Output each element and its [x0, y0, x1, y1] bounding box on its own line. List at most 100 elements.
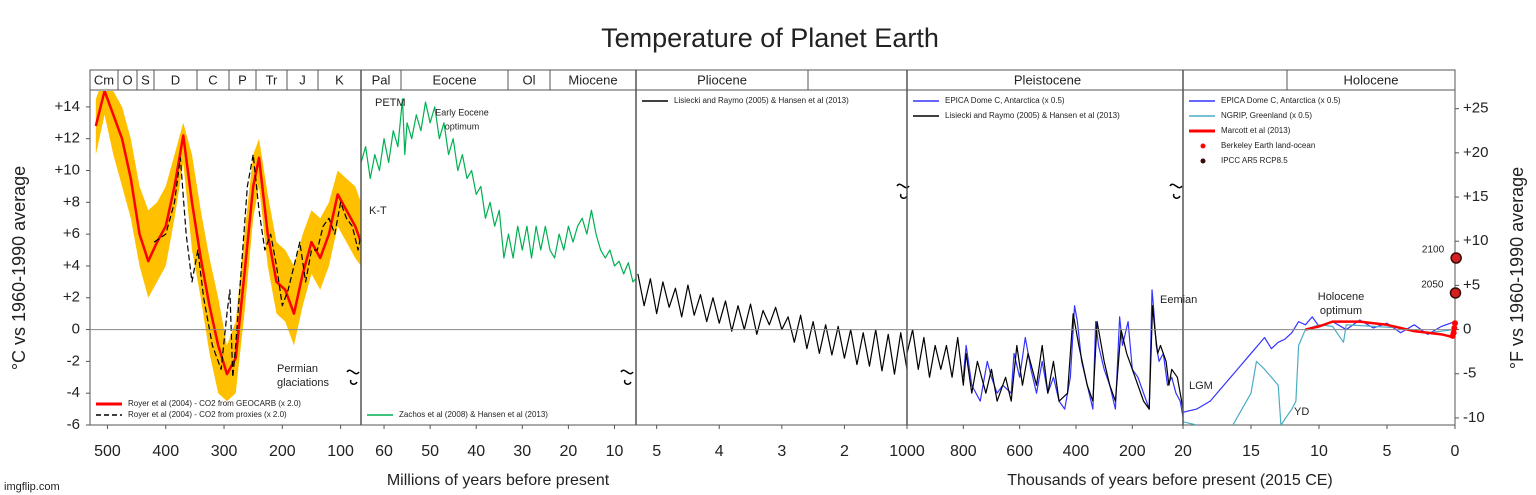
- period-label: Cm: [94, 72, 114, 87]
- panel: [361, 98, 636, 283]
- annotation: YD: [1294, 406, 1309, 418]
- period-label: C: [208, 72, 217, 87]
- period-label: Miocene: [568, 72, 617, 87]
- x-tick-label: 3: [777, 443, 786, 460]
- x-tick-label: 400: [152, 443, 179, 460]
- x-axis-label: Thousands of years before present (2015 …: [1007, 472, 1333, 489]
- point-label: 2100: [1422, 245, 1445, 256]
- legend-label: Lisiecki and Raymo (2005) & Hansen et al…: [945, 111, 1120, 120]
- data-point: [1450, 252, 1462, 264]
- x-tick-label: 60: [375, 443, 393, 460]
- x-tick-label: 500: [94, 443, 121, 460]
- x-tick-label: 100: [327, 443, 354, 460]
- x-tick-label: 10: [1310, 443, 1328, 460]
- x-tick-label: 200: [269, 443, 296, 460]
- panel: [907, 289, 1183, 418]
- chart-title: Temperature of Planet Earth: [601, 23, 939, 53]
- annotation: optimum: [1320, 305, 1362, 317]
- break-mark: [1169, 183, 1183, 199]
- y-tick-label: -2: [67, 352, 80, 369]
- period-label: Pleistocene: [1014, 72, 1081, 87]
- period-label: P: [238, 72, 247, 87]
- x-tick-label: 10: [606, 443, 624, 460]
- x-tick-label: 400: [1063, 443, 1090, 460]
- series-line: [1183, 316, 1455, 413]
- period-label: Pliocene: [697, 72, 747, 87]
- annotation: K-T: [369, 205, 387, 217]
- y-tick-label: +4: [63, 257, 80, 274]
- legend-swatch: [1200, 158, 1206, 164]
- data-point: [1452, 320, 1458, 327]
- series-line: [907, 305, 1183, 410]
- legend-label: EPICA Dome C, Antarctica (x 0.5): [1221, 96, 1341, 105]
- x-tick-label: 0: [1451, 443, 1460, 460]
- y-tick-label: +2: [63, 289, 80, 306]
- legend-label: IPCC AR5 RCP8.5: [1221, 156, 1288, 165]
- legend-label: Marcott et al (2013): [1221, 126, 1291, 135]
- x-tick-label: 15: [1242, 443, 1260, 460]
- series-line: [153, 154, 361, 378]
- x-tick-label: 5: [652, 443, 661, 460]
- break-mark: [620, 369, 634, 385]
- y-tick-label: -6: [67, 416, 80, 433]
- y2-tick-label: +10: [1463, 232, 1488, 249]
- annotation: Eemian: [1160, 294, 1197, 306]
- x-axis-label: Millions of years before present: [387, 472, 610, 489]
- series-line: [1183, 324, 1455, 425]
- legend-label: Lisiecki and Raymo (2005) & Hansen et al…: [674, 96, 849, 105]
- period-label: Holocene: [1344, 72, 1399, 87]
- y2-tick-label: -5: [1463, 365, 1476, 382]
- data-point: [1450, 329, 1457, 336]
- period-label: J: [299, 72, 306, 87]
- series-line: [637, 273, 907, 375]
- legend-label: Royer et al (2004) - CO2 from GEOCARB (x…: [128, 399, 301, 408]
- point-label: 2050: [1421, 280, 1444, 291]
- y-tick-label: 0: [72, 321, 80, 338]
- x-tick-label: 20: [1174, 443, 1192, 460]
- x-tick-label: 20: [559, 443, 577, 460]
- uncertainty-band: [95, 91, 361, 402]
- series-line: [361, 98, 636, 283]
- series-line: [94, 91, 361, 376]
- legend-label: EPICA Dome C, Antarctica (x 0.5): [945, 96, 1065, 105]
- y2-tick-label: +25: [1463, 100, 1488, 117]
- y2-axis-label: °F vs 1960-1990 average: [1507, 167, 1527, 369]
- annotation: PETM: [375, 97, 406, 109]
- period-label: O: [122, 72, 132, 87]
- annotation: Early Eocene: [435, 107, 489, 117]
- y-tick-label: +8: [63, 193, 80, 210]
- y-tick-label: -4: [67, 384, 80, 401]
- y2-tick-label: +15: [1463, 188, 1488, 205]
- y2-tick-label: -10: [1463, 409, 1485, 426]
- x-tick-label: 5: [1383, 443, 1392, 460]
- period-label: S: [141, 72, 150, 87]
- y2-tick-label: +5: [1463, 276, 1480, 293]
- x-tick-label: 4: [715, 443, 724, 460]
- period-label: Tr: [266, 72, 278, 87]
- watermark: imgflip.com: [4, 481, 60, 493]
- legend-label: Royer et al (2004) - CO2 from proxies (x…: [128, 410, 287, 419]
- legend-label: Berkeley Earth land-ocean: [1221, 141, 1315, 150]
- y-tick-label: +6: [63, 225, 80, 242]
- header-row: [89, 69, 1456, 91]
- period-label: D: [171, 72, 180, 87]
- annotation: LGM: [1189, 380, 1213, 392]
- annotation: optimum: [445, 121, 480, 131]
- panel: [1183, 316, 1455, 425]
- legend-swatch: [1200, 143, 1206, 149]
- x-tick-label: 200: [1119, 443, 1146, 460]
- annotation: glaciations: [277, 377, 329, 389]
- y2-tick-label: +20: [1463, 144, 1488, 161]
- y2-tick-label: 0: [1463, 321, 1471, 338]
- data-point: [1451, 324, 1458, 331]
- y-axis-label: °C vs 1960-1990 average: [9, 166, 29, 370]
- data-point: [1449, 287, 1462, 299]
- period-label: Eocene: [432, 72, 476, 87]
- y-tick-label: +14: [55, 98, 80, 115]
- x-tick-label: 600: [1006, 443, 1033, 460]
- x-tick-label: 50: [421, 443, 439, 460]
- x-tick-label: 1000: [889, 443, 925, 460]
- x-tick-label: 30: [513, 443, 531, 460]
- legend-label: NGRIP, Greenland (x 0.5): [1221, 111, 1312, 120]
